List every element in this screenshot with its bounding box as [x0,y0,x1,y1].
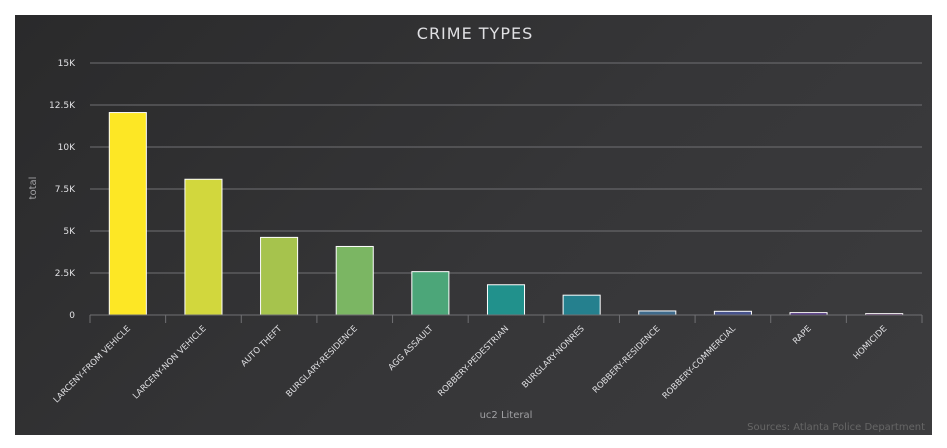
x-tick-label: ROBBERY-PEDESTRIAN [436,324,511,399]
x-tick-label: AUTO THEFT [239,323,284,368]
chart-panel [15,15,932,435]
y-axis-label: total [28,177,39,200]
bar [184,178,223,316]
x-tick-label: HOMICIDE [852,324,890,362]
credits-text: Sources: Atlanta Police Department [747,422,925,433]
bars [108,112,904,316]
x-tick-label: BURGLARY-RESIDENCE [284,324,359,399]
x-axis [89,314,923,323]
bar [486,284,526,316]
y-tick-label: 12.5K [49,101,76,111]
y-tick-label: 10K [58,143,76,153]
x-tick-label: ROBBERY-RESIDENCE [591,324,662,395]
bar [335,245,374,316]
y-tick-label: 15K [58,59,76,69]
grid-lines [90,62,922,274]
chart-title: CRIME TYPES [417,24,533,43]
x-axis-label: uc2 Literal [480,410,533,421]
x-tick-label: ROBBERY-COMMERCIAL [661,324,739,402]
bar [713,310,752,316]
x-tick-label: RAPE [791,324,814,347]
bar [260,236,299,316]
x-tick-label: AGG ASSAULT [387,323,436,372]
bar [562,294,601,316]
y-tick-label: 7.5K [55,185,76,195]
bar [411,271,450,316]
bar [108,112,147,316]
y-tick-label: 0 [69,311,75,321]
bar [638,310,677,316]
x-tick-label: LARCENY-NON VEHICLE [131,324,208,401]
x-tick-label: BURGLARY-NONRES [520,324,586,390]
x-tick-label: LARCENY-FROM VEHICLE [52,324,133,405]
y-tick-label: 5K [63,227,76,237]
y-axis-ticks: 0 2.5K 5K 7.5K 10K 12.5K 15K [49,59,76,321]
y-tick-label: 2.5K [55,269,76,279]
